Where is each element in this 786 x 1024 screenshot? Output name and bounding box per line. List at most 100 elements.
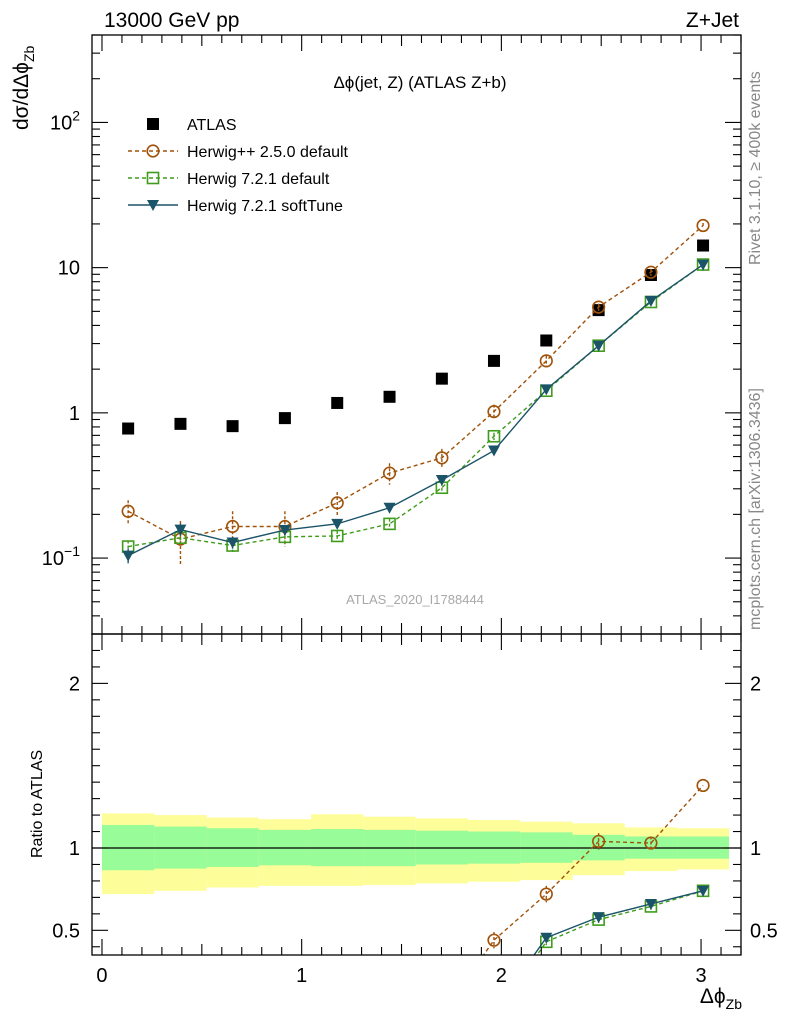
y-tick-label: 1 — [69, 403, 80, 425]
data-point — [644, 295, 657, 307]
ratio-series-herwig-7-2-1-softtune — [533, 885, 710, 955]
ratio-y-tick-label: 2 — [69, 673, 80, 695]
ratio-point — [592, 912, 605, 924]
legend-marker — [146, 144, 160, 158]
ratio-y-tick-label: 1 — [69, 838, 80, 860]
legend-entry: Herwig 7.2.1 softTune — [128, 198, 343, 215]
data-point — [226, 420, 239, 433]
series-herwig-7-2-1-softtune — [122, 259, 710, 564]
series-line — [128, 263, 704, 548]
data-point — [487, 405, 501, 419]
x-tick-label: 1 — [296, 965, 307, 987]
ratio-point — [487, 933, 501, 947]
y-tick-label: 102 — [50, 107, 80, 134]
ratio-ylabel: Ratio to ATLAS — [29, 750, 46, 858]
header-left-title: 13000 GeV pp — [104, 9, 239, 32]
lower-frame — [91, 633, 742, 956]
data-point — [592, 300, 606, 314]
data-point — [331, 518, 344, 530]
ratio-point — [697, 885, 710, 897]
lower-x-ticks — [101, 634, 742, 955]
series-line — [127, 263, 704, 557]
data-point — [696, 218, 710, 233]
data-point — [330, 529, 344, 543]
ratio-point — [644, 836, 658, 850]
data-point — [174, 524, 187, 536]
legend-label: ATLAS — [187, 117, 237, 134]
x-tick-label: 0 — [96, 965, 107, 987]
upper-x-ticks — [101, 35, 742, 634]
legend-marker — [147, 200, 159, 211]
data-point — [382, 466, 397, 480]
data-point — [383, 390, 396, 403]
ratio-y-tick-label-right: 0.5 — [750, 920, 778, 942]
ratio-point — [540, 932, 553, 944]
data-point — [487, 429, 501, 443]
ratio-y-tick-label: 0.5 — [52, 920, 80, 942]
legend-marker — [147, 118, 159, 130]
data-point — [592, 340, 605, 352]
ratio-series-herwig-2-5-0-default — [482, 778, 710, 955]
series-herwig-7-2-1-default — [121, 258, 710, 554]
data-point — [487, 445, 500, 457]
series-line — [127, 225, 704, 540]
rivet-label: Rivet 3.1.10, ≥ 400k events — [747, 71, 764, 265]
data-point — [435, 474, 448, 486]
ratio-line — [533, 890, 704, 955]
data-point — [225, 519, 240, 534]
data-point — [697, 259, 710, 271]
data-point — [226, 537, 239, 549]
data-point — [644, 265, 658, 279]
upper-y-ticks: 10−1 1 10 102 — [42, 34, 741, 635]
ratio-series — [482, 778, 710, 955]
mcplots-label: mcplots.cern.ch [arXiv:1306.3436] — [747, 388, 764, 630]
data-point — [330, 496, 344, 510]
data-point — [278, 412, 291, 425]
ratio-point — [592, 834, 606, 849]
data-point — [122, 422, 135, 435]
series-atlas — [122, 239, 710, 435]
data-point — [383, 502, 396, 514]
data-point — [487, 354, 500, 367]
data-point — [121, 504, 135, 518]
data-point — [174, 417, 187, 430]
upper-panel: 10−1 1 10 102 — [42, 34, 742, 635]
data-point — [540, 384, 553, 396]
ratio-y-ticks: 0.5 0.5 1 1 2 2 — [52, 649, 778, 948]
legend-label: Herwig 7.2.1 default — [187, 171, 330, 188]
data-point — [122, 550, 135, 562]
data-point — [331, 396, 344, 409]
data-point — [697, 239, 710, 252]
legend-entry: Herwig 7.2.1 default — [128, 171, 330, 188]
y-tick-label: 10 — [58, 258, 80, 280]
ratio-point — [539, 887, 553, 901]
header-right-title: Z+Jet — [686, 9, 739, 32]
legend-marker — [146, 171, 160, 185]
data-point — [383, 517, 396, 531]
plot-title: Δϕ(jet, Z) (ATLAS Z+b) — [333, 73, 506, 92]
ratio-line — [482, 784, 704, 955]
ratio-point — [644, 898, 657, 910]
ratio-panel: 0 1 2 3 0.5 0.5 1 1 2 2 — [52, 633, 778, 987]
x-tick-label: 3 — [695, 965, 706, 987]
data-point — [539, 354, 553, 368]
ratio-y-tick-label-right: 1 — [750, 838, 761, 860]
y-tick-label: 10−1 — [42, 543, 80, 570]
watermark: ATLAS_2020_I1788444 — [346, 592, 484, 607]
series-herwig-2-5-0-default — [121, 218, 710, 565]
upper-series — [121, 218, 710, 565]
ratio-y-tick-label-right: 2 — [750, 673, 761, 695]
legend: ATLAS Herwig++ 2.5.0 default Herwig 7.2.1 … — [128, 117, 349, 215]
x-tick-labels: 0 1 2 3 — [96, 965, 706, 987]
data-point — [278, 525, 291, 537]
xlabel: ΔϕZb — [700, 985, 742, 1012]
x-tick-label: 2 — [496, 965, 507, 987]
legend-entry: ATLAS — [147, 117, 237, 134]
ratio-bands — [101, 813, 730, 895]
upper-ylabel: dσ/dΔϕZb — [10, 45, 37, 130]
legend-entry: Herwig++ 2.5.0 default — [128, 144, 349, 161]
ratio-point — [696, 778, 710, 793]
data-point — [435, 372, 448, 385]
legend-label: Herwig 7.2.1 softTune — [187, 198, 343, 215]
